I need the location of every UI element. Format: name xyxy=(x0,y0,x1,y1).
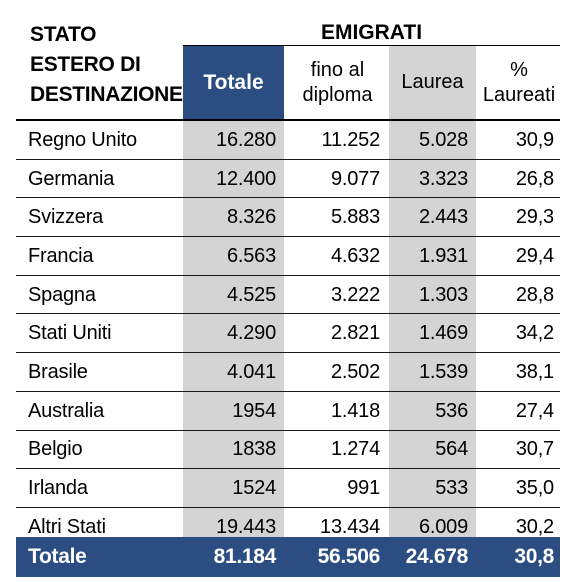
cell-diploma: 2.502 xyxy=(330,360,380,383)
cell-laurea: 5.028 xyxy=(389,121,476,160)
column-header-diploma-line: fino al xyxy=(310,58,365,81)
cell-diploma: 1.418 xyxy=(330,399,380,422)
header-stato-line: ESTERO DI xyxy=(30,53,141,76)
table-row: Francia 6.563 4.632 1.931 29,4 xyxy=(16,237,560,276)
table-row: Belgio 1838 1.274 564 30,7 xyxy=(16,430,560,470)
header-bottom-rule xyxy=(16,119,560,121)
cell-stato: Altri Stati xyxy=(28,515,106,538)
cell-totale: 16.280 xyxy=(183,121,284,160)
table-row: Irlanda 1524 991 533 35,0 xyxy=(16,469,560,508)
cell-totale: 4.290 xyxy=(183,314,284,354)
table-row: Stati Uniti 4.290 2.821 1.469 34,2 xyxy=(16,314,560,354)
header-stato-estero: STATO ESTERO DI DESTINAZIONE xyxy=(30,20,190,110)
cell-diploma: 9.077 xyxy=(330,167,380,190)
cell-stato: Belgio xyxy=(28,438,83,461)
header-stato-line: DESTINAZIONE xyxy=(30,83,183,106)
cell-diploma: 5.883 xyxy=(330,206,380,229)
column-header-diploma: fino al diploma xyxy=(287,46,388,119)
cell-perc: 34,2 xyxy=(515,322,554,345)
cell-stato: Irlanda xyxy=(28,477,88,500)
total-totale: 81.184 xyxy=(213,545,277,568)
cell-totale: 4.525 xyxy=(183,275,284,315)
cell-diploma: 11.252 xyxy=(321,128,381,151)
total-laurea: 24.678 xyxy=(405,545,469,568)
cell-diploma: 4.632 xyxy=(330,244,380,267)
cell-perc: 35,0 xyxy=(515,477,554,500)
table-row: Brasile 4.041 2.502 1.539 38,1 xyxy=(16,353,560,392)
cell-totale: 4.041 xyxy=(183,353,284,392)
cell-laurea: 1.469 xyxy=(389,314,476,354)
cell-totale: 1838 xyxy=(183,430,284,470)
cell-stato: Regno Unito xyxy=(28,128,137,151)
cell-perc: 29,3 xyxy=(515,206,554,229)
header-emigrati: EMIGRATI xyxy=(320,21,423,44)
cell-perc: 26,8 xyxy=(515,167,554,190)
column-header-perc-line: % xyxy=(510,58,528,81)
table-row: Germania 12.400 9.077 3.323 26,8 xyxy=(16,159,560,199)
cell-stato: Spagna xyxy=(28,283,96,306)
cell-diploma: 991 xyxy=(347,477,380,500)
cell-perc: 28,8 xyxy=(515,283,554,306)
cell-perc: 38,1 xyxy=(515,360,554,383)
table-row: Svizzera 8.326 5.883 2.443 29,3 xyxy=(16,198,560,238)
cell-laurea: 533 xyxy=(389,469,476,508)
total-row: Totale 81.184 56.506 24.678 30,8 xyxy=(16,537,560,577)
cell-diploma: 13.434 xyxy=(320,515,380,538)
table-row: Regno Unito 16.280 11.252 5.028 30,9 xyxy=(16,121,560,160)
cell-laurea: 1.303 xyxy=(389,275,476,315)
cell-perc: 27,4 xyxy=(515,399,554,422)
cell-totale: 1954 xyxy=(183,391,284,431)
column-header-laurea: Laurea xyxy=(389,46,476,119)
column-header-totale: Totale xyxy=(183,46,284,119)
total-perc: 30,8 xyxy=(514,545,554,568)
cell-diploma: 2.821 xyxy=(330,322,380,345)
header-stato-line: STATO xyxy=(30,23,97,46)
column-header-perc-laureati: % Laureati xyxy=(478,46,560,119)
cell-laurea: 1.539 xyxy=(389,353,476,392)
cell-totale: 6.563 xyxy=(183,237,284,276)
cell-diploma: 1.274 xyxy=(330,438,380,461)
cell-laurea: 1.931 xyxy=(389,237,476,276)
cell-stato: Stati Uniti xyxy=(28,322,112,345)
total-label: Totale xyxy=(28,545,87,568)
cell-laurea: 3.323 xyxy=(389,159,476,199)
table-body: Regno Unito 16.280 11.252 5.028 30,9 Ger… xyxy=(16,121,560,547)
table-row: Australia 1954 1.418 536 27,4 xyxy=(16,391,560,431)
total-diploma: 56.506 xyxy=(317,545,381,568)
cell-totale: 8.326 xyxy=(183,198,284,238)
column-header-perc-line: Laureati xyxy=(482,83,556,106)
header-divider xyxy=(183,45,560,46)
column-header-diploma-line: diploma xyxy=(302,83,373,106)
cell-stato: Brasile xyxy=(28,360,88,383)
cell-perc: 30,9 xyxy=(515,128,554,151)
cell-totale: 12.400 xyxy=(183,159,284,199)
cell-stato: Svizzera xyxy=(28,206,104,229)
cell-laurea: 2.443 xyxy=(389,198,476,238)
cell-diploma: 3.222 xyxy=(330,283,380,306)
cell-stato: Germania xyxy=(28,167,115,190)
cell-totale: 1524 xyxy=(183,469,284,508)
cell-perc: 29,4 xyxy=(515,244,554,267)
cell-perc: 30,7 xyxy=(515,438,554,461)
table-row: Spagna 4.525 3.222 1.303 28,8 xyxy=(16,275,560,315)
cell-stato: Francia xyxy=(28,244,94,267)
cell-perc: 30,2 xyxy=(515,515,554,538)
cell-stato: Australia xyxy=(28,399,105,422)
cell-laurea: 564 xyxy=(389,430,476,470)
cell-laurea: 536 xyxy=(389,391,476,431)
